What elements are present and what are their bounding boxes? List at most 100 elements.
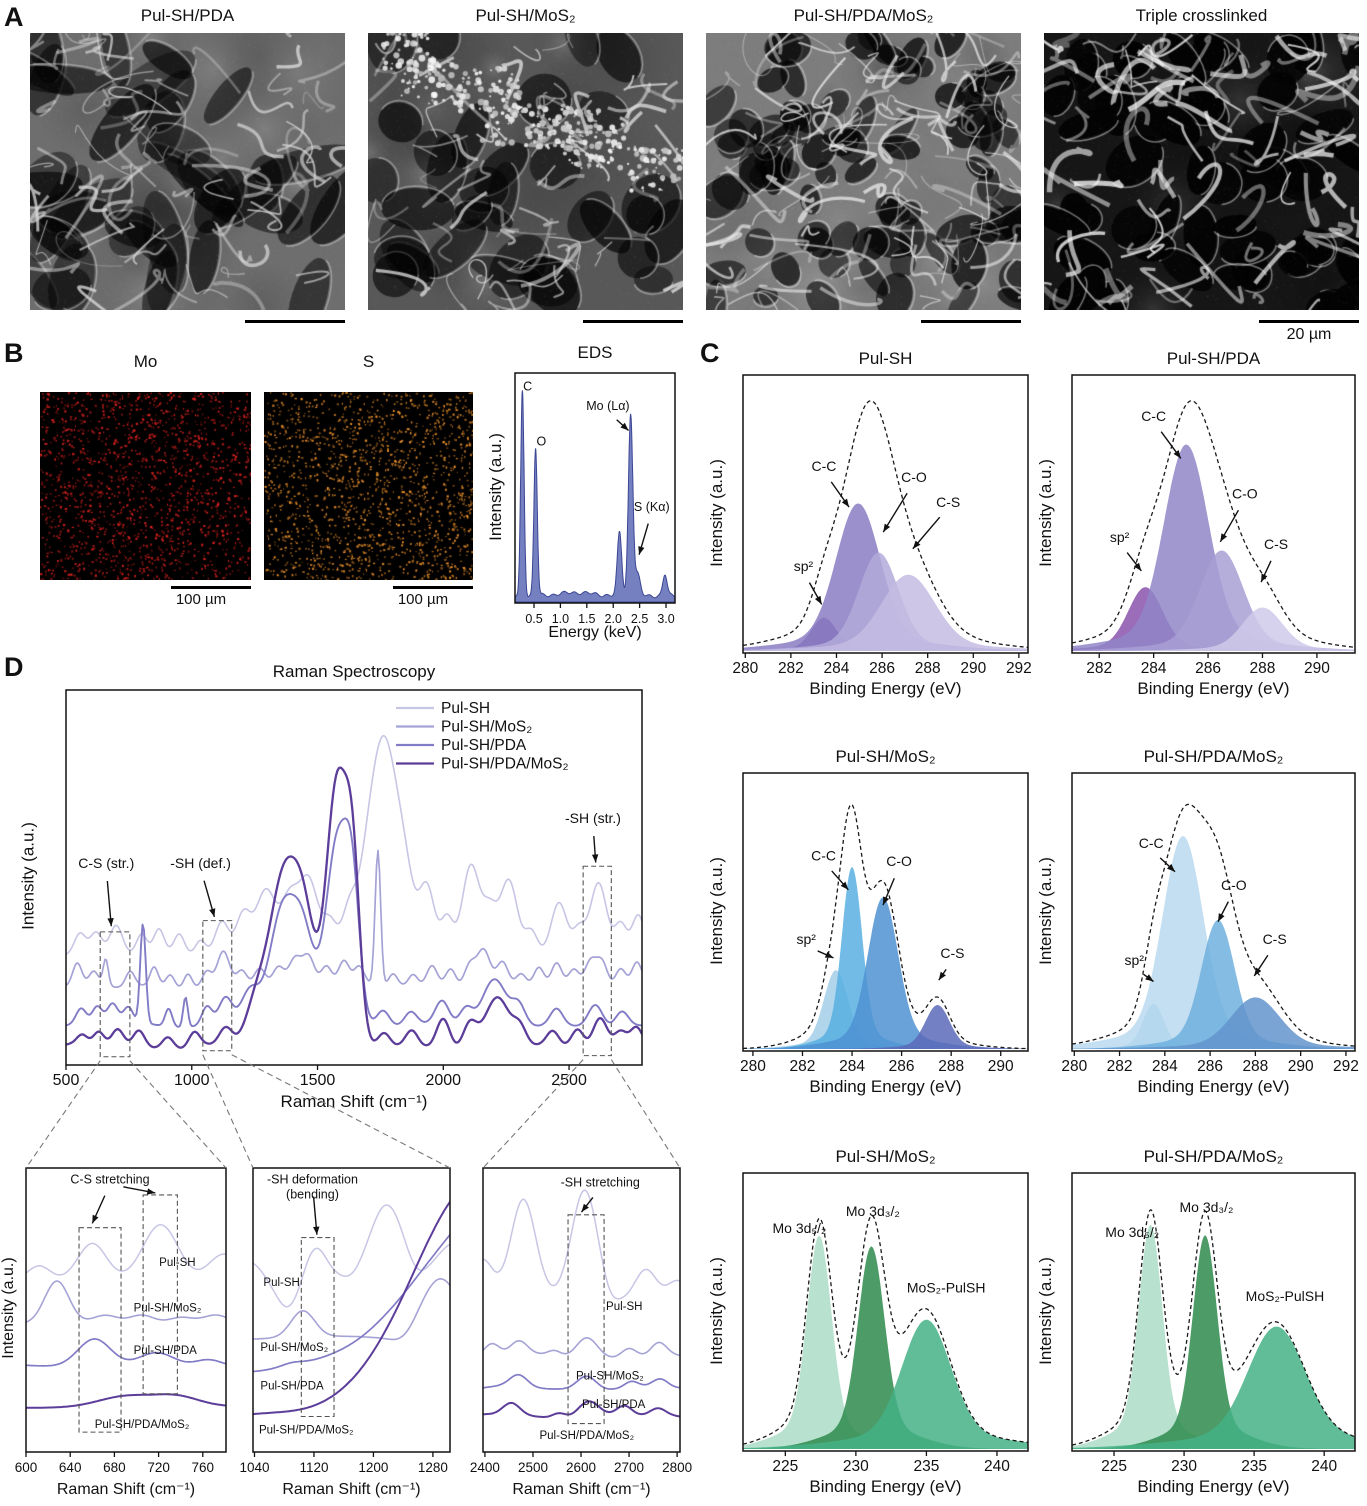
x-axis: 280 282 284 286 288 290 292: [1061, 772, 1359, 1075]
annotation-label: Mo (Lα): [586, 399, 629, 413]
tick-label: 240: [984, 1458, 1010, 1475]
xps-y-axis-label: Intensity (a.u.): [707, 857, 726, 965]
xps-component-mos-pulsh: [1072, 1326, 1355, 1449]
raman-main-chart: Pul-SH Pul-SH/MoS₂ Pul-SH/PDA Pul-SH/PDA/Mo…: [53, 689, 643, 1095]
arrow-head: [938, 971, 946, 981]
annotation-mos-pulsh: MoS₂-PulSH: [1246, 1288, 1325, 1304]
annotation-label: C-C: [811, 848, 836, 864]
arrow-head: [1218, 913, 1225, 922]
annotation-label: -SH stretching: [561, 1175, 640, 1189]
legend-label: Pul-SH/PDA: [441, 737, 527, 754]
envelope-curve: [743, 803, 1028, 1050]
curve-label: Pul-SH: [159, 1257, 195, 1269]
annotation--sh-stretching: -SH stretching: [561, 1175, 640, 1213]
annotation-sp-: sp²: [794, 558, 823, 605]
panel-a-label: A: [4, 2, 24, 32]
tick-label: 640: [59, 1460, 82, 1475]
annotation-c-s: C-S: [938, 945, 964, 981]
tick-label: 280: [740, 1058, 766, 1075]
annotation-label: O: [537, 434, 547, 448]
xps-y-axis-label: Intensity (a.u.): [1036, 857, 1055, 965]
raman-series-pul-sh-mos-: [483, 1337, 680, 1358]
arrow-head: [814, 595, 822, 605]
tick-label: 292: [1006, 660, 1032, 677]
eds-title: EDS: [577, 343, 613, 362]
xps-chart-pul-sh-pda: 282 284 286 288 290 C-C C-O C-S sp²: [1071, 374, 1356, 683]
xps-chart-pul-sh: 280 282 284 286 288 290 292 C-C C-O C-S sp²: [732, 374, 1032, 683]
tick-label: 288: [938, 1058, 964, 1075]
annotation-c-s-stretching: C-S stretching: [70, 1173, 156, 1224]
annotation-c-s: C-S: [912, 494, 960, 550]
tick-label: 2400: [470, 1460, 500, 1475]
raman-series-pul-sh-pda-mos-: [253, 1201, 450, 1416]
curve-label: Pul-SH/PDA: [260, 1381, 324, 1393]
arrow-head: [638, 546, 645, 555]
annotation-c-o: C-O: [1217, 877, 1247, 923]
tick-label: 1500: [300, 1072, 336, 1089]
tick-label: 1040: [239, 1460, 269, 1475]
raman-series-pul-sh: [483, 1189, 680, 1300]
tick-label: 680: [103, 1460, 126, 1475]
annotation-c-s-str-: C-S (str.): [78, 855, 134, 927]
raman-series-pul-sh-pda-mos-: [26, 1393, 226, 1409]
annotation-label: C-C: [1141, 408, 1166, 424]
highlight-box: [300, 1237, 335, 1418]
annotation-label: C-S: [936, 494, 960, 510]
arrow-head: [1166, 863, 1176, 872]
sem-title-pul-sh-pda-mos2: Pul-SH/PDA/MoS₂: [793, 6, 934, 25]
xps-title-pul-sh: Pul-SH: [858, 349, 913, 368]
arrow-head: [581, 1203, 589, 1213]
tick-label: 2.0: [605, 612, 622, 626]
map-title-mo: Mo: [133, 352, 158, 371]
arrow-head: [1173, 450, 1181, 459]
tick-label: 2800: [662, 1460, 692, 1475]
legend-label: Pul-SH/MoS₂: [441, 719, 532, 736]
x-axis: 1040 1120 1200 1280: [239, 1167, 451, 1475]
arrow-head: [92, 1214, 99, 1224]
annotation-c-s: C-S: [1260, 536, 1288, 583]
annotation-label: C-O: [886, 853, 912, 869]
xps-y-axis-label: Intensity (a.u.): [1036, 1257, 1055, 1365]
xps-component-c-o: [1072, 920, 1355, 1049]
tick-label: 230: [843, 1458, 869, 1475]
xps-component-mo-3d-: [1072, 1235, 1355, 1449]
tick-label: 280: [732, 660, 758, 677]
raman-title: Raman Spectroscopy: [272, 662, 436, 681]
tick-label: 500: [53, 1072, 80, 1089]
tick-label: 292: [1333, 1058, 1359, 1075]
annotation-mo-3d-: Mo 3d₅/₂: [772, 1220, 826, 1236]
xps-x-axis-label: Binding Energy (eV): [1137, 679, 1290, 698]
annotation-c-s: C-S: [1253, 931, 1287, 977]
annotation-mos-pulsh: MoS₂-PulSH: [907, 1280, 986, 1296]
xps-chart-mo3d-pda-mos2: 225 230 235 240 Mo 3d₅/₂ Mo 3d₃/₂ MoS₂-PulSH: [1071, 1172, 1356, 1481]
envelope-curve: [1071, 1209, 1356, 1446]
annotation-label: C-O: [1232, 486, 1258, 502]
x-axis: 280 282 284 286 288 290: [740, 772, 1029, 1075]
annotation-mo-3d-: Mo 3d₅/₂: [1105, 1224, 1159, 1240]
annotation-c-c: C-C: [1141, 408, 1182, 459]
xps-component-c-c: [1072, 444, 1355, 651]
raman-series-pul-sh-pda: [66, 817, 642, 1028]
raman-series-pul-sh-pda-mos-: [66, 766, 642, 1049]
tick-label: 290: [988, 1058, 1014, 1075]
raman-sub-x-axis-label: Raman Shift (cm⁻¹): [56, 1481, 196, 1498]
xps-title-mo3d-pda-mos2: Pul-SH/PDA/MoS₂: [1143, 1147, 1284, 1166]
raman-sub-x-axis-label: Raman Shift (cm⁻¹): [512, 1481, 651, 1498]
scale-bar: [1259, 320, 1359, 323]
plot-border: [252, 1167, 451, 1453]
tick-label: 284: [1141, 660, 1167, 677]
xps-title-pul-sh-pda-mos2: Pul-SH/PDA/MoS₂: [1143, 747, 1284, 766]
envelope-curve: [742, 400, 1028, 648]
highlight-box: [567, 1214, 605, 1425]
xps-component-c-o: [1072, 550, 1355, 651]
x-axis: 280 282 284 286 288 290 292: [732, 374, 1032, 677]
sem-title-pul-sh-pda: Pul-SH/PDA: [140, 6, 235, 25]
tick-label: 286: [889, 1058, 915, 1075]
annotation-label: Mo 3d₃/₂: [846, 1203, 900, 1219]
tick-label: 235: [1241, 1458, 1267, 1475]
tick-label: 284: [1152, 1058, 1178, 1075]
scale-bar: [583, 320, 683, 323]
tick-label: 1000: [174, 1072, 210, 1089]
tick-label: 1200: [358, 1460, 388, 1475]
eds-spectrum: [514, 390, 676, 603]
